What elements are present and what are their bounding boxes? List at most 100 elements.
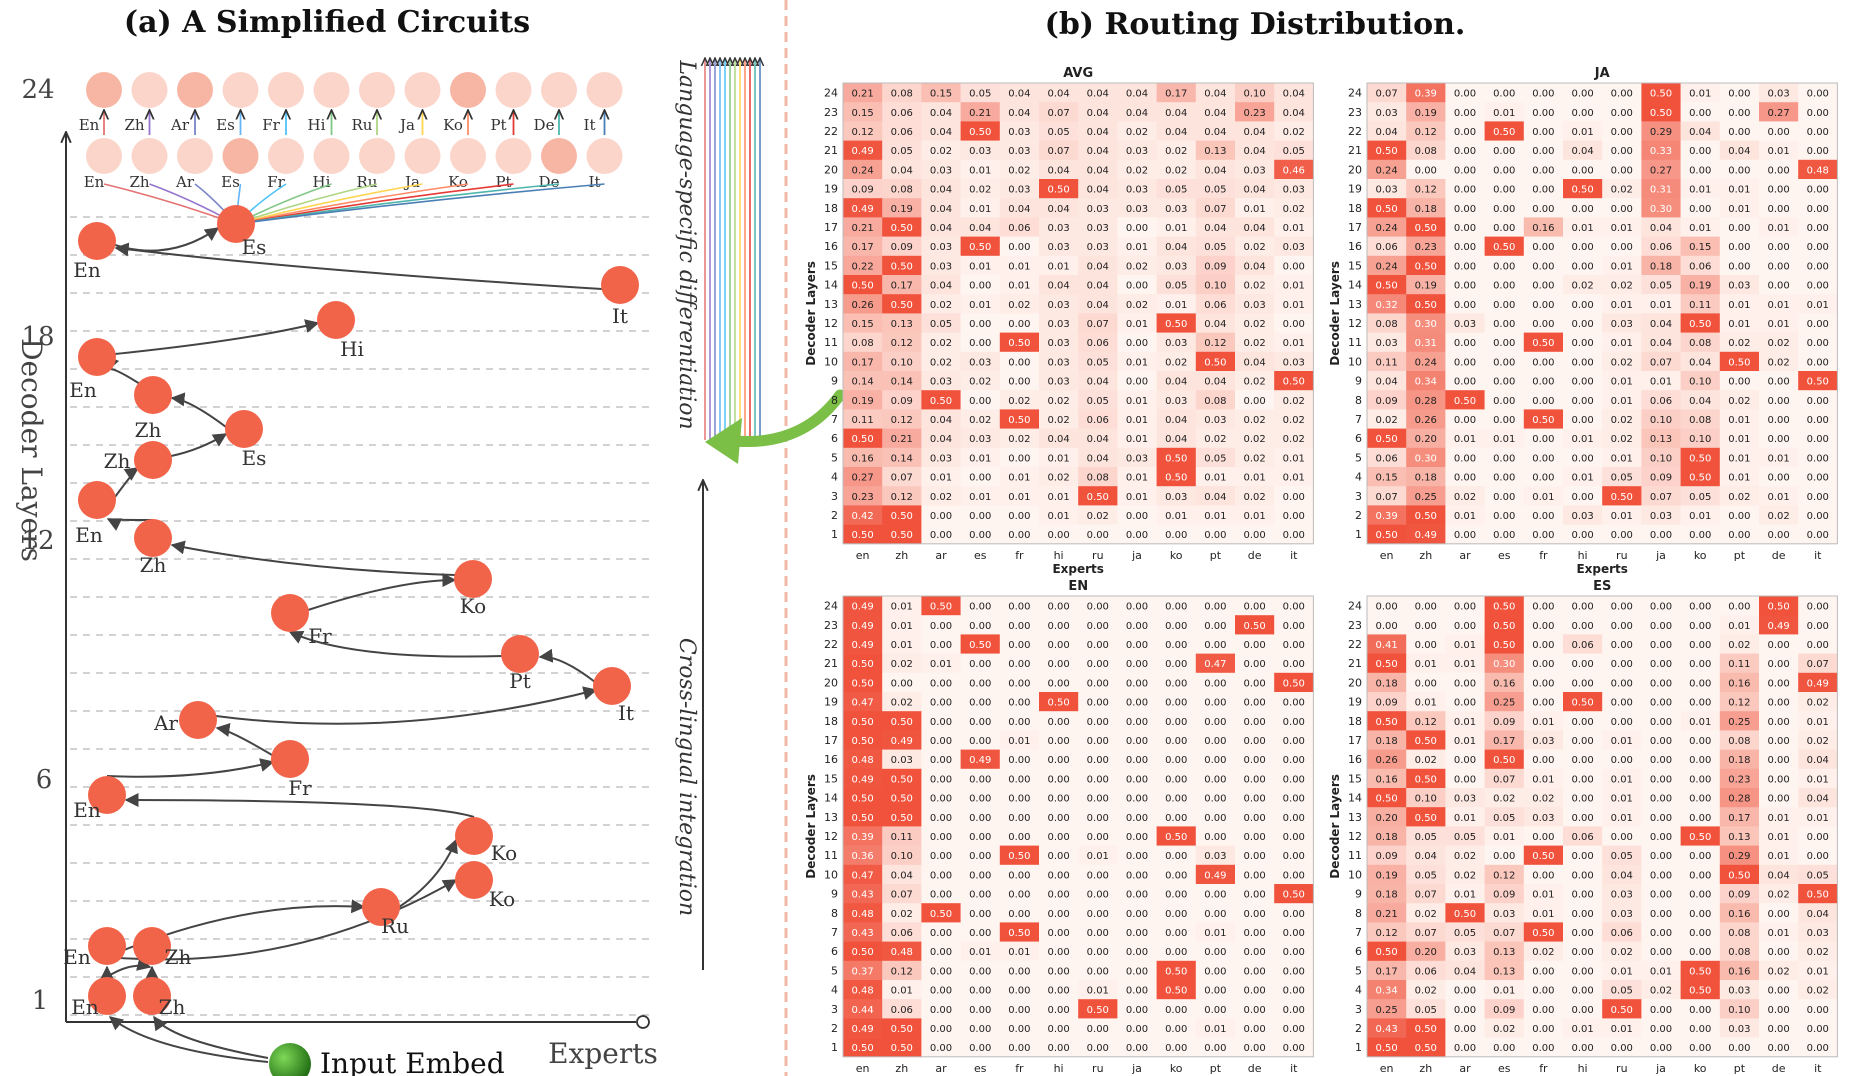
heatmap-value: 0.05 xyxy=(1165,185,1187,196)
heatmap-value: 0.02 xyxy=(1126,261,1148,272)
heatmap-cell xyxy=(1367,332,1407,353)
heatmap-value: 0.49 xyxy=(851,1024,873,1035)
heatmap-value: 0.00 xyxy=(1493,146,1515,157)
heatmap-cell xyxy=(1117,198,1157,218)
circuit-node xyxy=(133,927,171,965)
heatmap-value: 0.18 xyxy=(1650,261,1672,272)
heatmap-value: 0.00 xyxy=(1283,1024,1305,1035)
heatmap-cell xyxy=(1641,179,1681,199)
heatmap-value: 0.50 xyxy=(969,242,991,253)
heatmap-value: 0.00 xyxy=(930,678,952,689)
heatmap-y-tick: 13 xyxy=(824,811,838,824)
heatmap-value: 0.50 xyxy=(1493,621,1515,632)
heatmap-value: 0.14 xyxy=(891,377,913,388)
heatmap-value: 0.24 xyxy=(1375,165,1397,176)
heatmap-value: 0.01 xyxy=(1008,473,1030,484)
heatmap-value: 0.00 xyxy=(1807,185,1829,196)
heatmap-cell xyxy=(960,294,1001,314)
heatmap-value: 0.12 xyxy=(1493,870,1515,881)
heatmap-cell xyxy=(1195,275,1236,295)
heatmap-value: 0.01 xyxy=(1650,377,1672,388)
heatmap-cell xyxy=(1039,198,1079,218)
heatmap-value: 0.03 xyxy=(1165,492,1187,503)
heatmap-value: 0.50 xyxy=(1243,621,1265,632)
heatmap-value: 0.50 xyxy=(1375,659,1397,670)
heatmap-value: 0.50 xyxy=(891,813,913,824)
heatmap-value: 0.24 xyxy=(1375,261,1397,272)
heatmap-value: 0.03 xyxy=(1126,185,1148,196)
heatmap-value: 0.48 xyxy=(851,986,873,997)
top-node xyxy=(541,72,577,108)
heatmap-value: 0.17 xyxy=(1493,736,1515,747)
heatmap-x-tick: es xyxy=(974,549,987,562)
heatmap-value: 0.05 xyxy=(1087,396,1109,407)
heatmap-value: 0.00 xyxy=(1204,966,1226,977)
top-node xyxy=(313,72,350,108)
heatmap-value: 0.00 xyxy=(1454,621,1476,632)
heatmap-value: 0.10 xyxy=(1204,281,1226,292)
heatmap-value: 0.00 xyxy=(1571,108,1593,119)
heatmap-cell xyxy=(843,486,883,506)
heatmap-value: 0.00 xyxy=(1126,223,1148,234)
heatmap-value: 0.00 xyxy=(1493,377,1515,388)
heatmap-value: 0.50 xyxy=(1375,530,1397,541)
heatmap-value: 0.00 xyxy=(1767,659,1789,670)
heatmap-cell xyxy=(1719,275,1760,295)
heatmap-value: 0.34 xyxy=(1375,986,1397,997)
circuit-node xyxy=(217,205,255,243)
heatmap-cell xyxy=(1641,83,1681,103)
heatmap-cell xyxy=(960,390,1001,410)
heatmap-value: 0.00 xyxy=(1454,281,1476,292)
heatmap-y-tick: 9 xyxy=(1355,888,1362,901)
heatmap-value: 0.00 xyxy=(1767,434,1789,445)
circuit-node-label: En xyxy=(75,523,103,547)
heatmap-value: 0.50 xyxy=(1689,832,1711,843)
heatmap-value: 0.00 xyxy=(1767,127,1789,138)
heatmap-cell xyxy=(1039,102,1079,122)
heatmap-value: 0.06 xyxy=(891,928,913,939)
heatmap-cell xyxy=(1759,332,1799,353)
circuit-edge xyxy=(153,1015,269,1059)
heatmap-cell xyxy=(1445,198,1485,218)
heatmap-value: 0.04 xyxy=(1126,89,1148,100)
heatmap-y-tick: 2 xyxy=(1355,509,1362,522)
heatmap-value: 0.00 xyxy=(1204,1043,1226,1054)
heatmap-value: 0.00 xyxy=(1767,640,1789,651)
y-tick-1: 1 xyxy=(32,986,49,1016)
heatmap-value: 0.01 xyxy=(1454,717,1476,728)
fan-edge xyxy=(235,183,469,225)
heatmap-value: 0.15 xyxy=(851,319,873,330)
heatmap-value: 0.01 xyxy=(1204,1024,1226,1035)
heatmap-value: 0.48 xyxy=(891,947,913,958)
heatmap-cell xyxy=(1484,140,1525,161)
heatmap-value: 0.01 xyxy=(1047,453,1069,464)
heatmap-cell xyxy=(1156,390,1197,410)
heatmap-value: 0.01 xyxy=(1126,396,1148,407)
heatmap-value: 0.50 xyxy=(1415,1024,1437,1035)
heatmap-value: 0.00 xyxy=(1454,698,1476,709)
heatmap-value: 0.03 xyxy=(930,261,952,272)
circuit-node xyxy=(88,776,126,814)
heatmap-value: 0.00 xyxy=(1571,204,1593,215)
heatmap-value: 0.00 xyxy=(1807,621,1829,632)
heatmap-value: 0.00 xyxy=(1126,1024,1148,1035)
heatmap-cell xyxy=(882,102,922,122)
heatmap-value: 0.50 xyxy=(1415,774,1437,785)
heatmap-value: 0.00 xyxy=(1689,659,1711,670)
heatmap-value: 0.50 xyxy=(1415,300,1437,311)
heatmap-cell xyxy=(882,159,922,180)
heatmap-value: 0.42 xyxy=(851,511,873,522)
heatmap-value: 0.04 xyxy=(1087,453,1109,464)
heatmap-cell xyxy=(1445,236,1485,257)
circuit-node xyxy=(88,977,126,1015)
heatmap-value: 0.05 xyxy=(1807,870,1829,881)
heatmap-value: 0.01 xyxy=(1807,774,1829,785)
heatmap-value: 0.00 xyxy=(1454,453,1476,464)
heatmap-cell xyxy=(921,428,961,449)
circuit-node-label: Zh xyxy=(159,995,186,1019)
circuit-node xyxy=(134,376,172,414)
heatmap-cell xyxy=(1798,236,1838,257)
heatmap-value: 0.10 xyxy=(891,357,913,368)
heatmap-value: 0.00 xyxy=(1611,530,1633,541)
heatmap-value: 0.00 xyxy=(1087,640,1109,651)
